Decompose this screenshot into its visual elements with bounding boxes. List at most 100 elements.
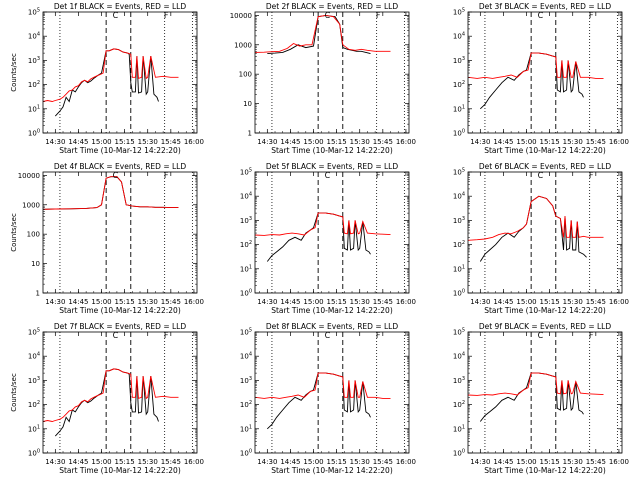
x-axis-label: Start Time (10-Mar-12 14:22:20) xyxy=(484,146,606,155)
x-tick-label: 15:30 xyxy=(350,458,370,466)
x-axis-label: Start Time (10-Mar-12 14:22:20) xyxy=(59,306,181,315)
plot-frame xyxy=(254,11,410,134)
x-tick-label: 15:00 xyxy=(303,458,323,466)
x-tick-label: 14:45 xyxy=(68,298,88,306)
plot-frame xyxy=(42,171,198,294)
plot-frame xyxy=(467,11,623,134)
chart-title: Det 3f BLACK = Events, RED = LLD xyxy=(479,2,612,11)
x-axis-label: Start Time (10-Mar-12 14:22:20) xyxy=(59,146,181,155)
x-tick-label: 15:45 xyxy=(161,138,181,146)
y-tick-label: 104 xyxy=(240,352,252,361)
top-marker-label: C xyxy=(538,171,544,180)
top-marker-label: C xyxy=(325,331,331,340)
x-tick-label: 14:45 xyxy=(493,138,513,146)
x-tick-label: 14:45 xyxy=(280,458,300,466)
x-tick-label: 14:30 xyxy=(257,458,277,466)
lld-series-line xyxy=(43,176,179,210)
chart-panel-1: Det 1f BLACK = Events, RED = LLD Counts/s… xyxy=(10,2,204,155)
y-axis-label: Counts/sec xyxy=(10,373,18,412)
y-tick-label: 100 xyxy=(453,449,465,458)
x-tick-label: 14:30 xyxy=(470,458,490,466)
chart-panel-6: Det 6f BLACK = Events, RED = LLD Start Ti… xyxy=(453,162,629,315)
x-tick-label: 15:00 xyxy=(516,138,536,146)
top-marker-label: F xyxy=(164,331,169,340)
lld-series-line xyxy=(255,212,391,236)
x-tick-label: 15:45 xyxy=(586,138,606,146)
x-tick-label: 15:15 xyxy=(327,458,347,466)
x-tick-label: 14:45 xyxy=(493,298,513,306)
y-tick-label: 100 xyxy=(28,129,40,138)
x-tick-label: 15:45 xyxy=(373,458,393,466)
x-tick-label: 15:00 xyxy=(91,298,111,306)
y-tick-label: 103 xyxy=(453,376,465,385)
x-tick-label: 14:30 xyxy=(45,138,65,146)
lld-series-line xyxy=(43,368,179,422)
x-tick-label: 16:00 xyxy=(396,298,416,306)
y-tick-label: 1000 xyxy=(234,41,252,49)
y-tick-label: 100 xyxy=(28,449,40,458)
y-axis-label: Counts/sec xyxy=(10,213,18,252)
y-tick-label: 101 xyxy=(453,104,465,113)
chart-title: Det 4f BLACK = Events, RED = LLD xyxy=(54,162,187,171)
x-tick-label: 15:15 xyxy=(540,298,560,306)
x-tick-label: 14:45 xyxy=(280,298,300,306)
lld-series-line xyxy=(255,14,391,53)
y-tick-label: 104 xyxy=(28,352,40,361)
x-axis-label: Start Time (10-Mar-12 14:22:20) xyxy=(271,306,393,315)
x-tick-label: 14:30 xyxy=(45,298,65,306)
y-tick-label: 103 xyxy=(453,56,465,65)
y-tick-label: 101 xyxy=(453,264,465,273)
top-marker-label: C xyxy=(113,331,119,340)
x-tick-label: 15:15 xyxy=(115,138,135,146)
chart-title: Det 2f BLACK = Events, RED = LLD xyxy=(266,2,399,11)
x-tick-label: 15:00 xyxy=(91,138,111,146)
chart-panel-3: Det 3f BLACK = Events, RED = LLD Start Ti… xyxy=(453,2,629,155)
x-tick-label: 15:30 xyxy=(138,138,158,146)
x-tick-label: 14:30 xyxy=(470,138,490,146)
y-tick-label: 10000 xyxy=(18,172,40,180)
chart-title: Det 5f BLACK = Events, RED = LLD xyxy=(266,162,399,171)
y-tick-label: 104 xyxy=(453,352,465,361)
y-tick-label: 10 xyxy=(243,100,252,108)
y-tick-label: 101 xyxy=(240,424,252,433)
x-tick-label: 15:30 xyxy=(563,298,583,306)
y-tick-label: 103 xyxy=(28,376,40,385)
x-tick-label: 15:15 xyxy=(540,458,560,466)
lld-series-line xyxy=(43,48,179,102)
chart-title: Det 8f BLACK = Events, RED = LLD xyxy=(266,322,399,331)
lld-series-line xyxy=(468,372,604,396)
x-axis-label: Start Time (10-Mar-12 14:22:20) xyxy=(59,466,181,475)
x-tick-label: 15:15 xyxy=(115,458,135,466)
y-tick-label: 103 xyxy=(240,376,252,385)
x-tick-label: 16:00 xyxy=(184,138,204,146)
y-tick-label: 104 xyxy=(453,32,465,41)
y-tick-label: 102 xyxy=(28,80,40,89)
y-tick-label: 101 xyxy=(28,424,40,433)
top-marker-label: C xyxy=(113,171,119,180)
y-tick-label: 105 xyxy=(453,328,465,337)
x-tick-label: 14:30 xyxy=(470,298,490,306)
top-marker-label: F xyxy=(164,171,169,180)
y-tick-label: 100 xyxy=(240,289,252,298)
y-tick-label: 102 xyxy=(28,400,40,409)
x-tick-label: 16:00 xyxy=(184,298,204,306)
x-tick-label: 15:15 xyxy=(540,138,560,146)
x-tick-label: 15:30 xyxy=(138,458,158,466)
y-tick-label: 102 xyxy=(240,400,252,409)
y-tick-label: 105 xyxy=(240,328,252,337)
y-tick-label: 100 xyxy=(240,449,252,458)
y-tick-label: 103 xyxy=(453,216,465,225)
plot-frame xyxy=(467,171,623,294)
x-tick-label: 15:45 xyxy=(586,298,606,306)
x-tick-label: 15:00 xyxy=(303,298,323,306)
chart-panel-2: Det 2f BLACK = Events, RED = LLD Start Ti… xyxy=(230,2,416,155)
chart-title: Det 1f BLACK = Events, RED = LLD xyxy=(54,2,187,11)
top-marker-label: C xyxy=(538,331,544,340)
chart-title: Det 7f BLACK = Events, RED = LLD xyxy=(54,322,187,331)
chart-panel-9: Det 9f BLACK = Events, RED = LLD Start Ti… xyxy=(453,322,629,475)
x-tick-label: 15:00 xyxy=(91,458,111,466)
top-marker-label: C xyxy=(325,11,331,20)
x-tick-label: 15:15 xyxy=(327,138,347,146)
y-tick-label: 105 xyxy=(240,168,252,177)
chart-panel-8: Det 8f BLACK = Events, RED = LLD Start Ti… xyxy=(240,322,416,475)
